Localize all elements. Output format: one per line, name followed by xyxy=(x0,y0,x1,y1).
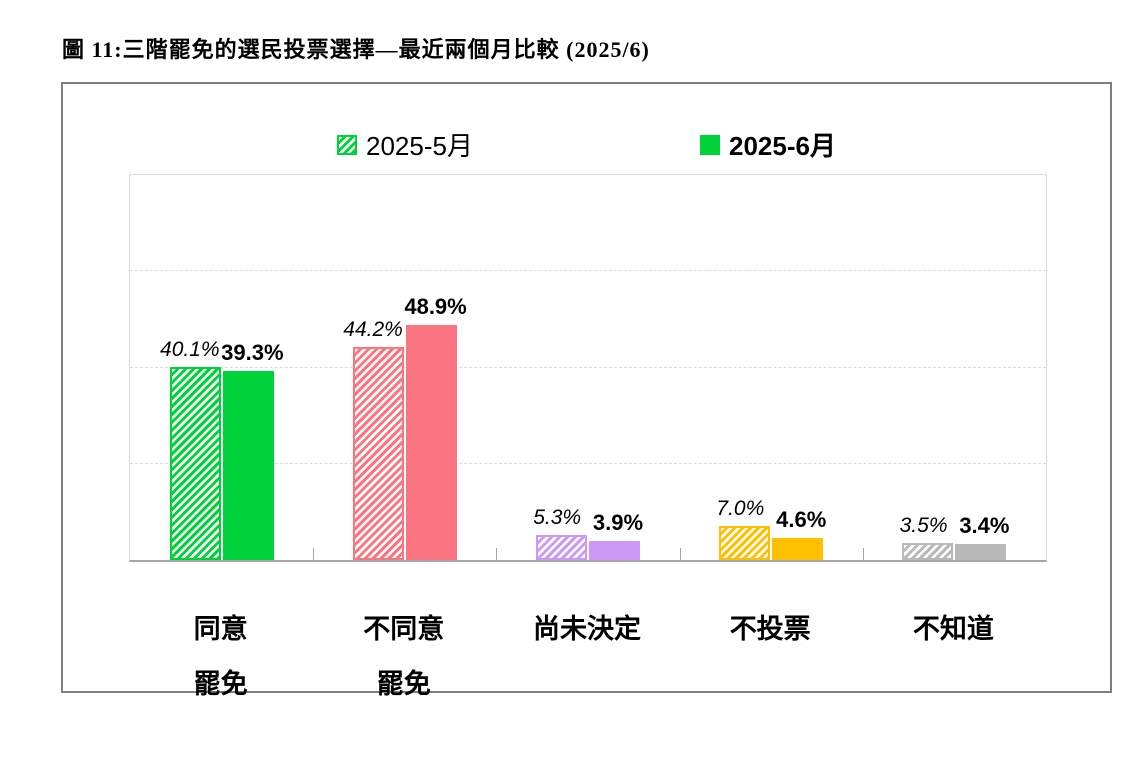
legend-swatch-hatched xyxy=(337,134,357,155)
bar-2025-6月-不知道 xyxy=(955,543,1007,560)
legend-item-2025-6: 2025-6月 xyxy=(700,126,836,163)
bar-2025-5月-尚未決定 xyxy=(536,534,587,560)
category-label-不知道: 不知道 xyxy=(912,614,994,644)
gridline-40 xyxy=(130,366,1046,368)
bar-2025-6月-尚未決定 xyxy=(589,541,640,560)
axis-tick xyxy=(679,548,681,560)
legend-swatch-solid xyxy=(700,134,720,155)
bar-value-label-2025-5月-不同意罷免: 44.2% xyxy=(343,318,403,342)
legend-item-2025-5: 2025-5月 xyxy=(337,126,473,163)
bar-2025-5月-不知道 xyxy=(902,543,954,560)
bar-value-label-2025-6月-尚未決定: 3.9% xyxy=(592,510,644,536)
bar-value-label-2025-5月-不投票: 7.0% xyxy=(716,497,765,521)
chart-title: 圖 11:三階罷免的選民投票選擇—最近兩個月比較 (2025/6) xyxy=(62,37,650,62)
bar-value-label-2025-6月-不知道: 3.4% xyxy=(959,512,1010,538)
legend-label: 2025-5月 xyxy=(366,131,473,161)
gridline-60 xyxy=(130,270,1046,272)
plot-area: 40.1% 39.3% 44.2% 48.9% 5.3% 3.9% 7.0% 4.6% 3.5%… xyxy=(129,174,1047,562)
bar-value-label-2025-6月-不投票: 4.6% xyxy=(776,506,827,532)
legend-label: 2025-6月 xyxy=(729,131,836,161)
bar-2025-6月-同意罷免 xyxy=(222,370,274,560)
axis-tick xyxy=(496,548,498,560)
figure-box: 2025-5月 2025-6月 40.1% 39.3% 44.2% 48.9% 5.3%… xyxy=(61,82,1112,699)
axis-tick xyxy=(862,548,864,560)
category-label-不投票: 不投票 xyxy=(729,614,811,644)
bar-value-label-2025-5月-不知道: 3.5% xyxy=(899,514,948,538)
bar-value-label-2025-6月-不同意罷免: 48.9% xyxy=(404,293,467,319)
category-label-同意罷免: 同意 罷免 xyxy=(193,614,248,699)
bar-value-label-2025-5月-同意罷免: 40.1% xyxy=(160,338,220,362)
bar-value-label-2025-6月-同意罷免: 39.3% xyxy=(221,339,284,365)
page: { "title": "圖 11:三階罷免的選民投票選擇—最近兩個月比較 (20… xyxy=(61,37,1112,699)
category-label-尚未決定: 尚未決定 xyxy=(532,614,641,644)
bar-2025-5月-同意罷免 xyxy=(169,367,221,560)
category-label-不同意罷免: 不同意 罷免 xyxy=(363,614,445,699)
axis-tick xyxy=(313,548,315,560)
category-axis: 同意 罷免 不同意 罷免 尚未決定 不投票 不知道 xyxy=(129,602,1045,772)
bar-value-label-2025-5月-尚未決定: 5.3% xyxy=(533,505,582,529)
bar-2025-5月-不同意罷免 xyxy=(352,347,404,560)
bar-2025-6月-不同意罷免 xyxy=(405,324,457,560)
bar-2025-6月-不投票 xyxy=(772,537,824,560)
gridline-20 xyxy=(130,462,1046,464)
bar-2025-5月-不投票 xyxy=(719,526,771,560)
